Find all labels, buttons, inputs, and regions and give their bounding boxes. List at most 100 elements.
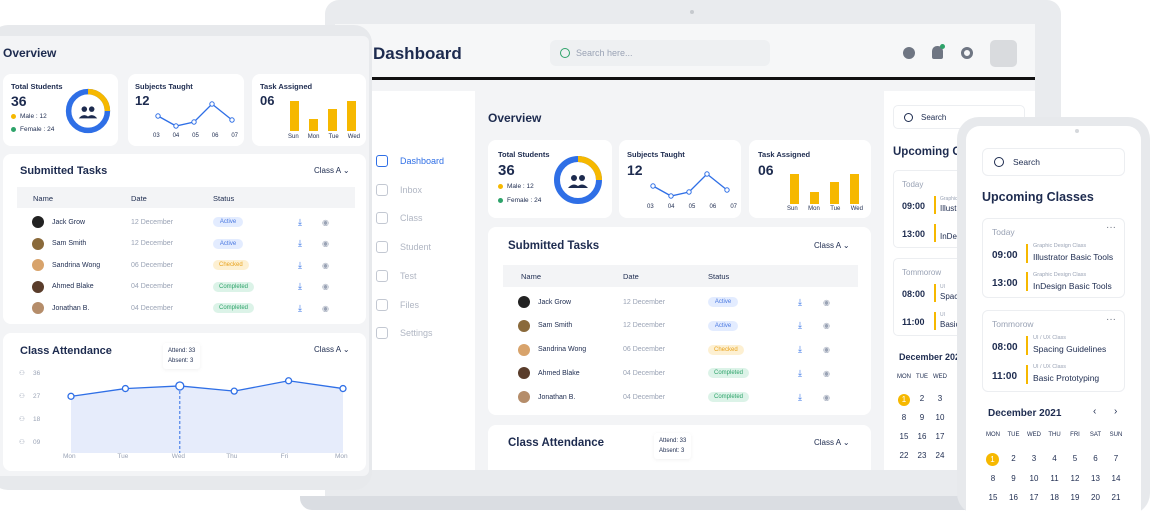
calendar-day[interactable]: 23 <box>917 451 927 460</box>
table-row[interactable]: Sandrina Wong 06 December Checked ⤓ ◉ <box>503 339 858 361</box>
eye-icon[interactable]: ◉ <box>823 297 830 307</box>
eye-icon[interactable]: ◉ <box>322 239 329 248</box>
sidebar-item-files[interactable]: Files <box>370 296 470 314</box>
calendar-day[interactable]: 24 <box>935 451 945 460</box>
calendar-day[interactable]: 11 <box>1050 473 1059 483</box>
avatar[interactable] <box>990 40 1017 67</box>
more-icon[interactable]: ··· <box>1106 314 1116 325</box>
search-box[interactable]: Search here... <box>550 40 770 66</box>
sidebar-item-settings[interactable]: Settings <box>370 324 470 342</box>
calendar-day[interactable]: 1 <box>986 453 999 466</box>
calendar-day[interactable]: 17 <box>935 432 945 441</box>
calendar-day[interactable]: 18 <box>1050 493 1059 502</box>
calendar-day[interactable]: 13 <box>1091 473 1100 483</box>
calendar-day[interactable]: 16 <box>1009 493 1018 502</box>
sidebar-item-test[interactable]: Test <box>370 267 470 285</box>
attendance-point[interactable] <box>230 387 238 395</box>
upcoming-title: Upcoming C <box>893 146 961 158</box>
calendar-day[interactable]: 10 <box>1029 473 1039 483</box>
attendance-point[interactable] <box>284 377 293 385</box>
calendar-day[interactable]: 22 <box>899 451 909 460</box>
search-input[interactable]: Search here... <box>576 48 633 58</box>
task-date: 12 December <box>623 322 666 330</box>
download-icon[interactable]: ⤓ <box>298 281 302 291</box>
table-row[interactable]: Sam Smith 12 December Active ⤓ ◉ <box>17 233 355 255</box>
class-select[interactable]: Class A ⌄ <box>314 345 350 354</box>
table-row[interactable]: Sandrina Wong 06 December Checked ⤓ ◉ <box>17 254 355 276</box>
calendar-day[interactable]: 2 <box>1011 454 1016 463</box>
calendar-day[interactable]: 9 <box>1011 473 1016 483</box>
submitted-tasks-card: Submitted Tasks Class A ⌄ Name Date Stat… <box>3 154 366 324</box>
calendar-day[interactable]: 16 <box>917 432 927 441</box>
eye-icon[interactable]: ◉ <box>823 345 830 355</box>
table-row[interactable]: Jack Grow 12 December Active ⤓ ◉ <box>17 211 355 233</box>
calendar-day[interactable]: 9 <box>919 413 925 422</box>
download-icon[interactable]: ⤓ <box>298 238 302 248</box>
eye-icon[interactable]: ◉ <box>322 282 329 291</box>
calendar-day[interactable]: 12 <box>1070 473 1080 483</box>
calendar-day[interactable]: 21 <box>1111 493 1121 502</box>
calendar-day[interactable]: 4 <box>1052 454 1057 463</box>
gear-icon[interactable] <box>961 47 973 59</box>
prev-month-icon[interactable]: ‹ <box>1093 406 1097 417</box>
attendance-point[interactable] <box>175 381 185 391</box>
eye-icon[interactable]: ◉ <box>823 392 830 402</box>
folder-icon <box>376 298 388 311</box>
table-row[interactable]: Jonathan B. 04 December Completed ⤓ ◉ <box>17 297 355 319</box>
download-icon[interactable]: ⤓ <box>298 302 302 313</box>
sidebar-item-class[interactable]: Class <box>370 209 470 227</box>
download-icon[interactable]: ⤓ <box>798 367 802 378</box>
eye-icon[interactable]: ◉ <box>823 321 830 331</box>
class-select[interactable]: Class A ⌄ <box>314 166 350 175</box>
attendance-point[interactable] <box>121 384 130 393</box>
class-select[interactable]: Class A ⌄ <box>814 438 850 447</box>
people-icon: ⚇ <box>19 370 25 377</box>
table-row[interactable]: Sam Smith 12 December Active ⤓ ◉ <box>503 315 858 337</box>
chat-icon[interactable] <box>903 47 915 59</box>
eye-icon[interactable]: ◉ <box>823 368 830 378</box>
download-icon[interactable]: ⤓ <box>798 296 802 307</box>
next-month-icon[interactable]: › <box>1114 406 1118 417</box>
sidebar-item-inbox[interactable]: Inbox <box>370 181 470 199</box>
table-row[interactable]: Ahmed Blake 04 December Completed ⤓ ◉ <box>17 276 355 298</box>
download-icon[interactable]: ⤓ <box>798 344 802 355</box>
sidebar-item-dashboard[interactable]: Dashboard <box>370 152 470 170</box>
table-row[interactable]: Jack Grow 12 December Active ⤓ ◉ <box>503 291 858 313</box>
download-icon[interactable]: ⤓ <box>298 259 302 270</box>
calendar-day[interactable]: 15 <box>988 493 998 502</box>
task-assigned-label: Task Assigned <box>260 82 313 91</box>
attendance-point[interactable] <box>67 392 75 400</box>
calendar-day[interactable]: 5 <box>1072 454 1078 463</box>
eye-icon[interactable]: ◉ <box>322 260 329 270</box>
calendar-day[interactable]: 6 <box>1093 454 1098 463</box>
sidebar-item-student[interactable]: Student <box>370 238 470 256</box>
download-icon[interactable]: ⤓ <box>298 216 302 227</box>
status-badge: Completed <box>708 392 750 403</box>
calendar-day[interactable]: 8 <box>990 473 996 483</box>
eye-icon[interactable]: ◉ <box>322 303 329 313</box>
calendar-day[interactable]: 10 <box>935 413 945 422</box>
calendar-day[interactable]: 14 <box>1111 473 1121 483</box>
calendar-day[interactable]: 15 <box>899 432 909 441</box>
calendar-day[interactable]: 1 <box>898 394 910 406</box>
eye-icon[interactable]: ◉ <box>322 217 329 227</box>
calendar-day[interactable]: 19 <box>1070 493 1080 502</box>
attendance-point[interactable] <box>339 384 347 393</box>
calendar-day[interactable]: 20 <box>1091 493 1100 502</box>
calendar-day[interactable]: 2 <box>919 394 925 403</box>
calendar-day[interactable]: 3 <box>1031 454 1037 463</box>
download-icon[interactable]: ⤓ <box>798 391 802 402</box>
calendar-month: December 202 <box>899 352 961 362</box>
calendar-day[interactable]: 7 <box>1113 454 1119 463</box>
class-select[interactable]: Class A ⌄ <box>814 241 850 250</box>
calendar-day[interactable]: 17 <box>1029 493 1039 502</box>
phone-search[interactable]: Search <box>982 148 1125 176</box>
download-icon[interactable]: ⤓ <box>798 320 802 331</box>
table-row[interactable]: Ahmed Blake 04 December Completed ⤓ ◉ <box>503 362 858 384</box>
calendar-day[interactable]: 3 <box>937 394 943 403</box>
bell-icon[interactable] <box>932 46 943 59</box>
table-row[interactable]: Jonathan B. 04 December Completed ⤓ ◉ <box>503 386 858 408</box>
more-icon[interactable]: ··· <box>1106 222 1116 233</box>
tomorrow-block: Tommorow ··· 08:00 UI / UX Class Spacing… <box>982 310 1125 392</box>
calendar-day[interactable]: 8 <box>901 413 907 422</box>
